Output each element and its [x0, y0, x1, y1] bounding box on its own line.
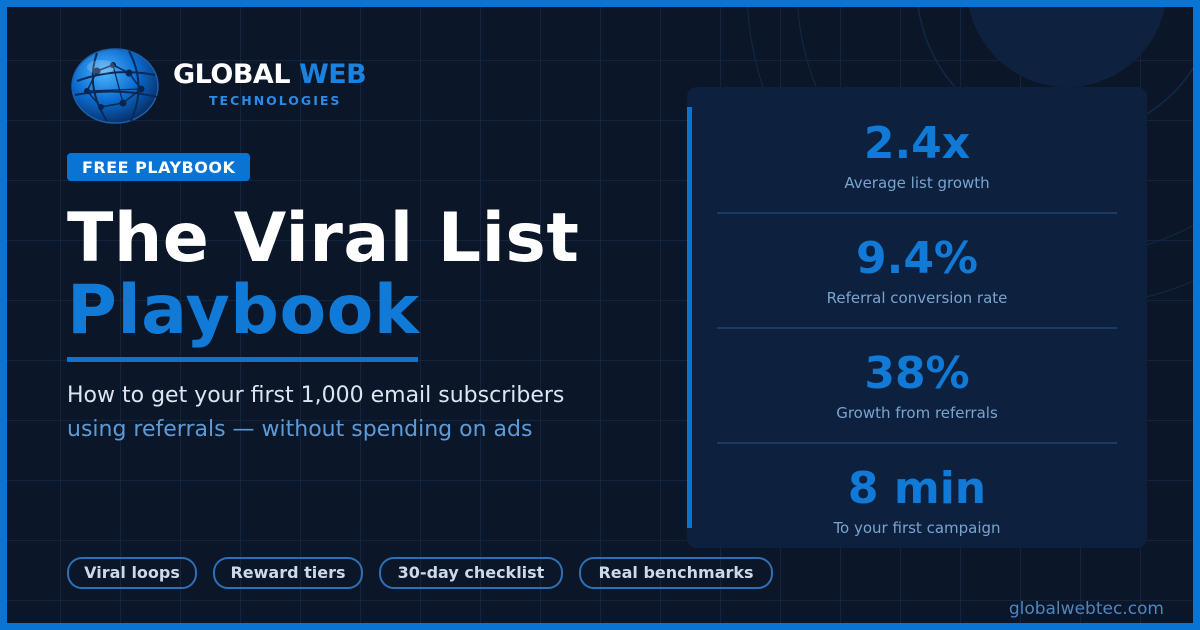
brand-name-accent: WEB [298, 59, 367, 90]
stat-value: 38% [864, 348, 970, 399]
stat-label: To your first campaign [833, 519, 1001, 537]
deco-circle [969, 7, 1165, 87]
brand-wordmark: GLOBAL WEB TECHNOLOGIES [173, 59, 367, 108]
stat-value: 2.4x [863, 118, 971, 169]
stat-first-campaign: 8 min To your first campaign [717, 432, 1117, 547]
stat-label: Average list growth [844, 174, 990, 192]
stat-label: Growth from referrals [836, 404, 998, 422]
stats-panel: 2.4x Average list growth 9.4% Referral c… [687, 87, 1147, 548]
website-link[interactable]: globalwebtec.com [1008, 599, 1164, 619]
page-title: The Viral List Playbook [67, 203, 579, 347]
subtitle-line-2: using referrals — without spending on ad… [67, 417, 533, 442]
globe-icon [71, 48, 159, 124]
brand-name-primary: GLOBAL [173, 59, 291, 90]
stat-list-growth: 2.4x Average list growth [717, 87, 1117, 202]
subtitle-line-1: How to get your first 1,000 email subscr… [67, 383, 565, 408]
stat-divider [717, 442, 1117, 444]
stat-label: Referral conversion rate [826, 289, 1008, 307]
free-playbook-badge: FREE PLAYBOOK [67, 153, 251, 181]
title-underline [67, 357, 418, 362]
stat-value: 8 min [847, 463, 987, 514]
tag-viral-loops[interactable]: Viral loops [67, 557, 197, 589]
tag-reward-tiers[interactable]: Reward tiers [213, 557, 363, 589]
brand-name: GLOBAL WEB [173, 59, 367, 91]
stat-divider [717, 327, 1117, 329]
stat-value: 9.4% [855, 233, 979, 284]
subtitle: How to get your first 1,000 email subscr… [67, 379, 564, 447]
tag-real-benchmarks[interactable]: Real benchmarks [579, 557, 773, 589]
title-line-1: The Viral List [67, 199, 580, 278]
stat-divider [717, 212, 1117, 214]
brand-tagline: TECHNOLOGIES [209, 93, 342, 108]
stat-referral-growth: 38% Growth from referrals [717, 317, 1117, 432]
stat-referral-conversion: 9.4% Referral conversion rate [717, 202, 1117, 317]
title-line-2: Playbook [67, 271, 420, 350]
tag-30-day-checklist[interactable]: 30-day checklist [379, 557, 563, 589]
stats-accent-bar [687, 107, 692, 528]
